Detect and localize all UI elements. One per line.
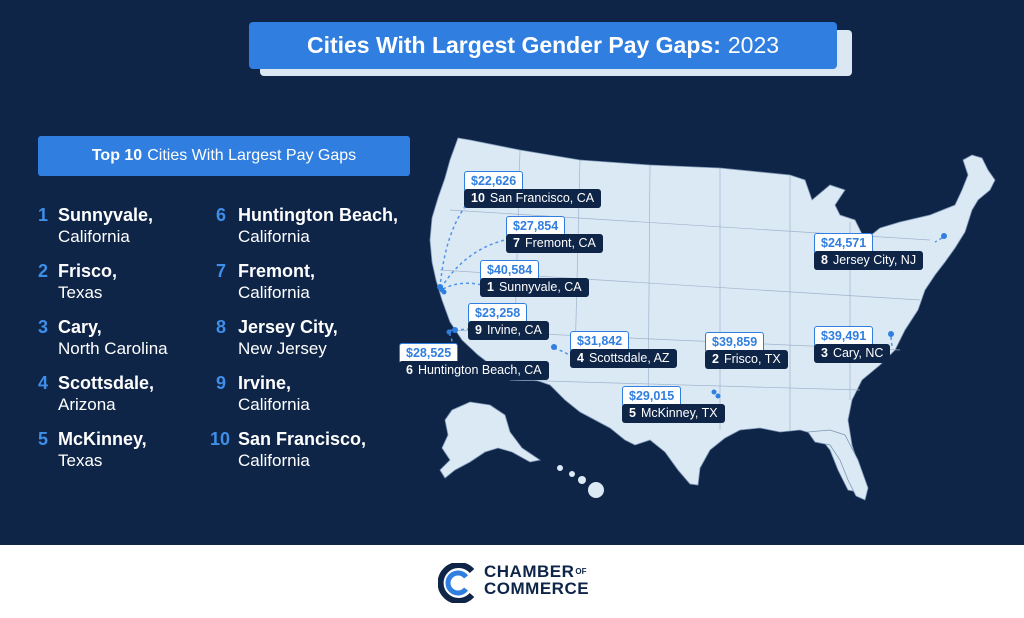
rank-number: 5: [38, 429, 49, 449]
callout-amount: $29,015: [622, 386, 682, 407]
callout-rank: 7: [513, 236, 520, 250]
rank-state: California: [238, 395, 310, 414]
callout-city: Jersey City, NJ: [832, 253, 917, 267]
list-heading-rest: Cities With Largest Pay Gaps: [147, 147, 357, 164]
dot-sunnyvale: [441, 289, 447, 295]
callout-label: 6 Huntington Beach, CA: [399, 361, 549, 380]
rank-number: 3: [38, 317, 49, 337]
callout-label: 10 San Francisco, CA: [464, 189, 602, 208]
callout-city: Fremont, CA: [524, 236, 596, 250]
rank-state: California: [238, 283, 310, 302]
rank-state: New Jersey: [238, 339, 327, 358]
rank-city: Cary,: [58, 317, 102, 337]
rank-state: Arizona: [58, 395, 116, 414]
page-title: Cities With Largest Gender Pay Gaps: 202…: [249, 22, 837, 69]
callout-amount: $39,491: [814, 326, 874, 347]
rank-state: California: [238, 451, 310, 470]
rank-number: 8: [216, 317, 227, 337]
callout-rank: 8: [821, 253, 828, 267]
rank-number: 4: [38, 373, 49, 393]
city-dots: [437, 233, 947, 399]
rank-number: 2: [38, 261, 49, 281]
callout-label: 4 Scottsdale, AZ: [570, 349, 677, 368]
rank-state: California: [238, 227, 310, 246]
callout-city: Scottsdale, AZ: [588, 351, 670, 365]
rank-state: California: [58, 227, 130, 246]
rank-number: 7: [216, 261, 227, 281]
callout-city: Irvine, CA: [486, 323, 542, 337]
dot-cary: [888, 331, 894, 337]
logo-line1: CHAMBER: [484, 562, 575, 581]
rank-state: North Carolina: [58, 339, 168, 358]
rank-city: Irvine,: [238, 373, 292, 393]
chamber-logo-text: CHAMBEROF COMMERCE: [484, 563, 589, 597]
callout-amount: $31,842: [570, 331, 630, 352]
rank-city: Frisco,: [58, 261, 118, 281]
rank-number: 6: [216, 205, 227, 225]
rank-number: 10: [210, 429, 231, 449]
callout-rank: 1: [487, 280, 494, 294]
callout-rank: 9: [475, 323, 482, 337]
callout-rank: 4: [577, 351, 584, 365]
dot-frisco: [711, 389, 717, 395]
footer: [0, 545, 1024, 618]
callout-label: 1 Sunnyvale, CA: [480, 278, 589, 297]
callout-label: 2 Frisco, TX: [705, 350, 788, 369]
rank-city: Jersey City,: [238, 317, 338, 337]
dot-jersey-city: [941, 233, 947, 239]
callout-rank: 3: [821, 346, 828, 360]
chamber-logo-icon: [438, 563, 475, 603]
callout-label: 7 Fremont, CA: [506, 234, 603, 253]
florida-shape: [807, 429, 869, 501]
callout-label: 3 Cary, NC: [814, 344, 891, 363]
callout-rank: 5: [629, 406, 636, 420]
rank-number: 1: [38, 205, 49, 225]
dot-scottsdale: [551, 344, 557, 350]
alaska-shape: [439, 401, 542, 479]
callout-label: 9 Irvine, CA: [468, 321, 549, 340]
callout-city: Cary, NC: [832, 346, 884, 360]
callout-city: McKinney, TX: [640, 406, 718, 420]
callout-city: Sunnyvale, CA: [498, 280, 582, 294]
callout-city: San Francisco, CA: [489, 191, 595, 205]
rank-number: 9: [216, 373, 227, 393]
dot-mckinney: [715, 393, 721, 399]
dot-irvine: [452, 327, 458, 333]
callout-rank: 10: [471, 191, 485, 205]
rank-city: Fremont,: [238, 261, 316, 281]
rank-city: McKinney,: [58, 429, 147, 449]
list-heading: Top 10 Cities With Largest Pay Gaps: [38, 136, 410, 176]
rank-city: San Francisco,: [238, 429, 367, 449]
callout-label: 8 Jersey City, NJ: [814, 251, 924, 270]
callout-city: Frisco, TX: [723, 352, 781, 366]
title-text: Cities With Largest Gender Pay Gaps:: [306, 32, 721, 58]
callout-city: Huntington Beach, CA: [417, 363, 542, 377]
rank-state: Texas: [58, 451, 103, 470]
title-year: 2023: [727, 32, 780, 58]
rank-city: Huntington Beach,: [238, 205, 398, 225]
callout-rank: 6: [406, 363, 413, 377]
hawaii-islands: [557, 465, 604, 498]
logo-of: OF: [575, 567, 587, 576]
callout-amount: $27,854: [506, 216, 566, 237]
dot-huntington-beach: [446, 329, 452, 335]
callout-rank: 2: [712, 352, 719, 366]
logo-line2: COMMERCE: [484, 579, 590, 598]
rank-city: Scottsdale,: [58, 373, 155, 393]
rank-state: Texas: [58, 283, 103, 302]
callout-label: 5 McKinney, TX: [622, 404, 725, 423]
list-heading-bold: Top 10: [91, 147, 143, 164]
rank-city: Sunnyvale,: [58, 205, 154, 225]
callout-amount: $40,584: [480, 260, 540, 281]
